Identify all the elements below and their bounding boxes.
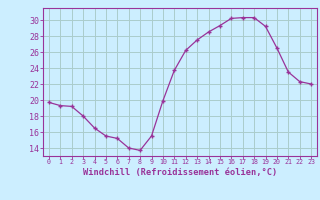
X-axis label: Windchill (Refroidissement éolien,°C): Windchill (Refroidissement éolien,°C) [83, 168, 277, 177]
